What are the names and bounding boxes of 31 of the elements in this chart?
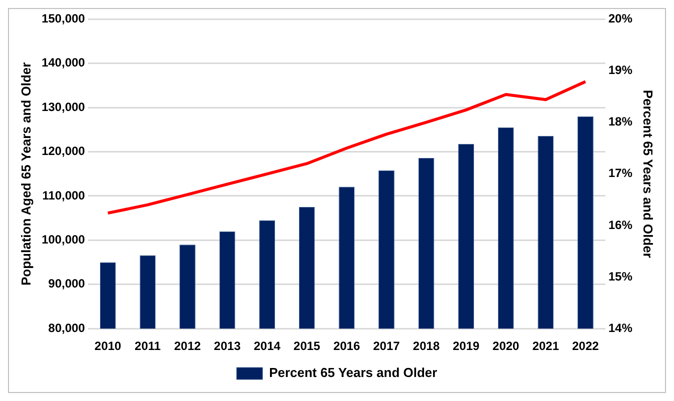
- y2-tick-label: 15%: [608, 269, 633, 284]
- legend-label: Percent 65 Years and Older: [269, 365, 438, 380]
- y-tick-label: 100,000: [42, 232, 86, 247]
- y-tick-label: 110,000: [42, 188, 86, 202]
- x-tick-label: 2015: [294, 339, 321, 354]
- y2-tick-label: 19%: [608, 63, 633, 78]
- x-tick-label: 2017: [373, 339, 400, 354]
- y2-tick-label: 18%: [608, 114, 633, 129]
- y-tick-label: 90,000: [48, 276, 86, 291]
- x-tick-label: 2018: [412, 339, 440, 354]
- y2-tick-label: 16%: [608, 218, 633, 232]
- x-tick-label: 2014: [254, 339, 281, 354]
- y-tick-label: 140,000: [42, 56, 86, 70]
- x-tick-label: 2011: [134, 339, 162, 354]
- y-tick-label: 150,000: [42, 12, 86, 26]
- x-tick-label: 2021: [532, 339, 560, 354]
- y2-tick-label: 20%: [608, 12, 633, 26]
- y2-tick-label: 14%: [608, 320, 633, 335]
- y-tick-label: 120,000: [42, 144, 86, 158]
- y-axis-title: Population Aged 65 Years and Older: [18, 62, 34, 286]
- y-tick-label: 130,000: [42, 100, 86, 114]
- y2-tick-label: 17%: [608, 166, 633, 180]
- x-tick-label: 2020: [492, 339, 520, 354]
- x-tick-label: 2012: [174, 339, 202, 354]
- y2-axis-title: Percent 65 Years and Older: [640, 90, 656, 258]
- x-tick-label: 2016: [333, 339, 360, 354]
- y-tick-label: 80,000: [48, 320, 86, 335]
- x-tick-label: 2010: [94, 339, 122, 354]
- x-tick-label: 2019: [452, 339, 480, 354]
- x-tick-label: 2022: [572, 339, 600, 354]
- x-tick-label: 2013: [214, 339, 241, 354]
